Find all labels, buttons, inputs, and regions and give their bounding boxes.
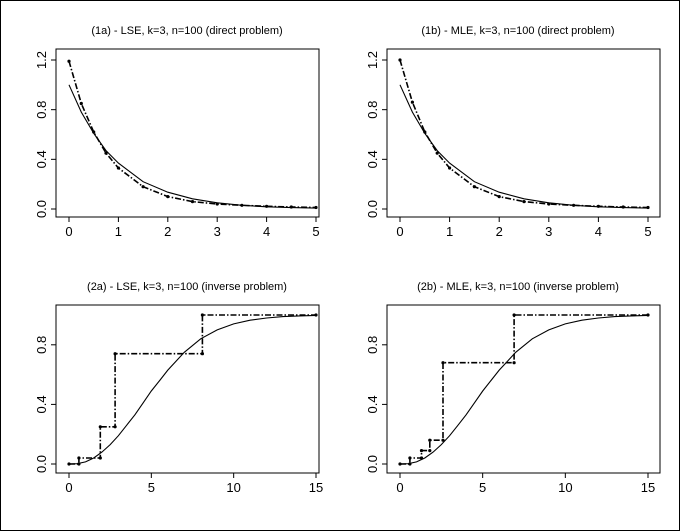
series-point [512, 313, 516, 317]
series-point [547, 202, 551, 206]
x-tick-label: 2 [164, 224, 171, 239]
series-point [289, 205, 293, 209]
x-tick-label: 0 [65, 224, 72, 239]
series-point [79, 101, 83, 106]
panel-2a: (2a) - LSE, k=3, n=100 (inverse problem)… [34, 281, 323, 495]
series-point [104, 151, 108, 155]
series-point [200, 313, 204, 317]
x-tick-label: 5 [644, 224, 651, 239]
series-point [240, 203, 244, 207]
series-point [408, 456, 412, 460]
x-tick-label: 1 [115, 224, 122, 239]
x-tick-label: 1 [446, 224, 453, 239]
series-point [408, 462, 412, 466]
plot-frame [55, 48, 320, 218]
series-point [621, 205, 625, 209]
series-point [441, 361, 445, 365]
x-tick-label: 0 [65, 480, 72, 495]
series-point [166, 195, 170, 199]
panel-title: (2b) - MLE, k=3, n=100 (inverse problem) [417, 281, 619, 293]
series-point [398, 58, 402, 62]
series-point [572, 203, 576, 207]
panel-2b: (2b) - MLE, k=3, n=100 (inverse problem)… [365, 281, 661, 495]
plot-frame [386, 304, 661, 474]
y-tick-label: 0.8 [34, 336, 49, 354]
y-tick-label: 0.8 [365, 101, 380, 119]
panel-title: (1a) - LSE, k=3, n=100 (direct problem) [91, 25, 282, 37]
series-point [410, 100, 414, 104]
series-point [92, 130, 96, 134]
y-tick-label: 0.4 [34, 150, 49, 168]
y-tick-label: 0.0 [34, 455, 49, 473]
series-point [265, 204, 269, 208]
y-tick-label: 0.8 [34, 101, 49, 119]
series-point [435, 151, 439, 155]
series-point [190, 200, 195, 204]
series-point [646, 313, 650, 317]
series-point [141, 185, 145, 189]
series-point [419, 456, 424, 460]
series-point [646, 205, 650, 210]
x-tick-label: 0 [396, 480, 403, 495]
series-point [113, 352, 117, 356]
x-tick-label: 3 [545, 224, 552, 239]
x-tick-label: 5 [148, 480, 155, 495]
x-tick-label: 10 [226, 480, 240, 495]
x-tick-label: 5 [312, 224, 319, 239]
series-point [428, 449, 432, 453]
panel-1b: (1b) - MLE, k=3, n=100 (direct problem) … [365, 25, 661, 239]
series-point [497, 195, 501, 199]
panel-1a: (1a) - LSE, k=3, n=100 (direct problem) … [34, 25, 320, 239]
series-point [512, 361, 516, 365]
series-point [423, 130, 427, 134]
series-point [314, 205, 318, 210]
plot-frame [55, 304, 320, 474]
x-tick-label: 3 [214, 224, 221, 239]
y-tick-label: 1.2 [365, 51, 380, 69]
y-tick-label: 0.4 [365, 395, 380, 413]
x-tick-label: 5 [479, 480, 486, 495]
series-point [428, 438, 432, 442]
y-tick-label: 0.0 [365, 455, 380, 473]
panel-title: (1b) - MLE, k=3, n=100 (direct problem) [421, 25, 614, 37]
y-tick-label: 0.0 [365, 200, 380, 218]
series-point [116, 166, 120, 170]
series-point [596, 204, 601, 208]
series-point [200, 352, 204, 356]
x-tick-label: 4 [595, 224, 602, 239]
series-point [77, 462, 81, 466]
y-tick-label: 0.4 [34, 395, 49, 413]
series-point [441, 438, 445, 442]
series-point [77, 456, 81, 460]
plot-frame [386, 48, 661, 218]
x-tick-label: 4 [263, 224, 270, 239]
x-tick-label: 0 [396, 224, 403, 239]
series-line-solid [399, 314, 649, 465]
series-point [67, 59, 71, 63]
x-tick-label: 2 [496, 224, 503, 239]
series-point [448, 166, 452, 170]
series-line-dashdot [69, 314, 316, 465]
series-point [98, 456, 102, 460]
y-tick-label: 0.8 [365, 336, 380, 354]
x-tick-label: 15 [309, 480, 323, 495]
y-tick-label: 1.2 [34, 51, 49, 69]
y-tick-label: 0.0 [34, 200, 49, 218]
series-point [522, 200, 526, 204]
y-tick-label: 0.4 [365, 150, 380, 168]
series-point [472, 185, 476, 189]
series-point [419, 449, 424, 453]
series-point [314, 313, 318, 317]
series-point [215, 202, 219, 206]
x-tick-label: 10 [558, 480, 572, 495]
x-tick-label: 15 [641, 480, 655, 495]
series-point [67, 462, 71, 466]
series-point [98, 425, 102, 429]
series-point [398, 462, 402, 466]
series-point [113, 425, 117, 429]
series-line-solid [68, 314, 317, 465]
panel-title: (2a) - LSE, k=3, n=100 (inverse problem) [87, 281, 287, 293]
